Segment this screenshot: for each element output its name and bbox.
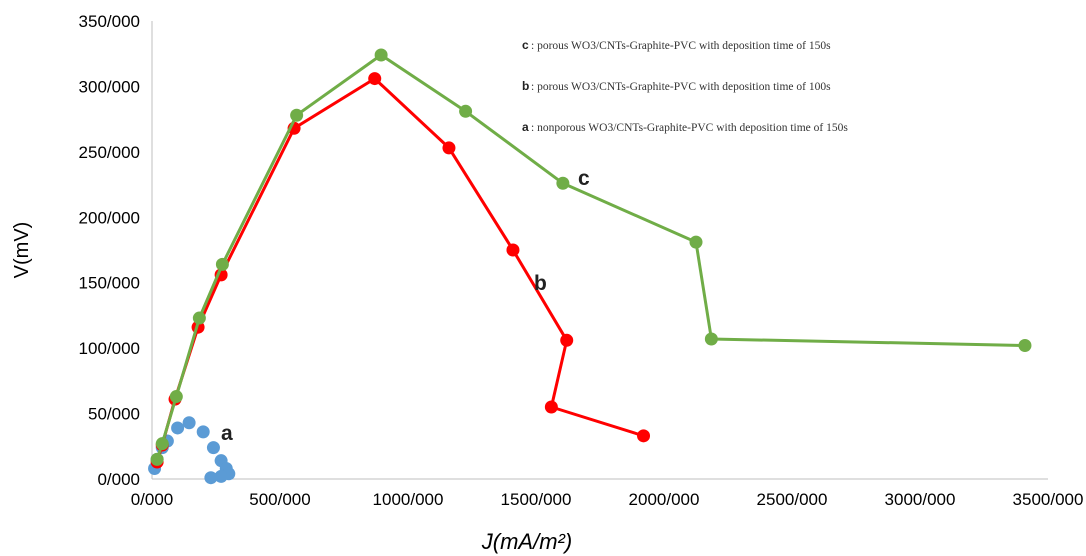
series-c bbox=[150, 48, 1032, 466]
series-layer bbox=[148, 48, 1032, 485]
legend-key: b bbox=[522, 79, 529, 93]
data-point-a bbox=[171, 421, 185, 435]
x-tick-label: 1500/000 bbox=[501, 490, 572, 509]
data-point-c bbox=[215, 257, 229, 271]
curve-label-b: b bbox=[534, 272, 547, 295]
y-axis-title: V(mV) bbox=[11, 222, 33, 279]
data-point-a bbox=[182, 416, 196, 430]
x-tick-label: 2000/000 bbox=[629, 490, 700, 509]
y-tick-label: 300/000 bbox=[79, 77, 140, 96]
data-point-c bbox=[374, 48, 388, 62]
data-point-c bbox=[192, 311, 206, 325]
series-line-c bbox=[155, 53, 1026, 460]
curve-label-a: a bbox=[221, 422, 233, 445]
y-tick-label: 200/000 bbox=[79, 208, 140, 227]
data-point-b bbox=[544, 400, 558, 414]
data-point-c bbox=[169, 390, 183, 404]
data-point-b bbox=[637, 429, 651, 443]
series-line-b bbox=[155, 77, 644, 463]
legend-key: c bbox=[522, 38, 529, 52]
data-point-a bbox=[214, 469, 228, 483]
data-point-c bbox=[704, 332, 718, 346]
data-point-c bbox=[459, 104, 473, 118]
data-point-c bbox=[155, 437, 169, 451]
y-tick-label: 0/000 bbox=[97, 470, 140, 489]
data-point-b bbox=[442, 141, 456, 155]
data-point-c bbox=[556, 176, 570, 190]
y-tick-label: 350/000 bbox=[79, 12, 140, 31]
y-tick-label: 250/000 bbox=[79, 143, 140, 162]
legend-text: : porous WO3/CNTs-Graphite-PVC with depo… bbox=[531, 40, 831, 52]
legend-text: : porous WO3/CNTs-Graphite-PVC with depo… bbox=[531, 81, 831, 93]
x-tick-label: 2500/000 bbox=[757, 490, 828, 509]
axes: 0/000 500/000 1000/000 1500/000 2000/000 2500… bbox=[11, 12, 1083, 554]
curve-labels: a b c bbox=[221, 167, 590, 445]
data-point-c bbox=[1018, 339, 1032, 353]
data-point-a bbox=[196, 425, 210, 439]
y-tick-label: 100/000 bbox=[79, 339, 140, 358]
legend-entry-a: a: nonporous WO3/CNTs-Graphite-PVC with … bbox=[522, 120, 848, 134]
legend-key: a bbox=[522, 120, 529, 134]
x-tick-label: 3000/000 bbox=[885, 490, 956, 509]
y-tick-label: 50/000 bbox=[88, 405, 140, 424]
legend-entry-b: b: porous WO3/CNTs-Graphite-PVC with dep… bbox=[522, 79, 831, 93]
legend-entry-c: c: porous WO3/CNTs-Graphite-PVC with dep… bbox=[522, 38, 831, 52]
x-tick-label: 0/000 bbox=[131, 490, 174, 509]
x-tick-label: 3500/000 bbox=[1013, 490, 1084, 509]
data-point-b bbox=[368, 72, 382, 86]
data-point-c bbox=[290, 108, 304, 122]
legend: c: porous WO3/CNTs-Graphite-PVC with dep… bbox=[522, 38, 848, 134]
x-axis-title: J(mA/m²) bbox=[481, 529, 572, 554]
data-point-b bbox=[506, 243, 520, 257]
data-point-a bbox=[206, 441, 220, 455]
legend-text: : nonporous WO3/CNTs-Graphite-PVC with d… bbox=[531, 122, 848, 134]
data-point-a bbox=[204, 471, 218, 485]
y-tick-label: 150/000 bbox=[79, 274, 140, 293]
curve-label-c: c bbox=[578, 167, 590, 190]
x-tick-label: 500/000 bbox=[249, 490, 310, 509]
data-point-c bbox=[150, 452, 164, 466]
data-point-b bbox=[560, 333, 574, 347]
x-tick-label: 1000/000 bbox=[373, 490, 444, 509]
data-point-c bbox=[689, 235, 703, 249]
